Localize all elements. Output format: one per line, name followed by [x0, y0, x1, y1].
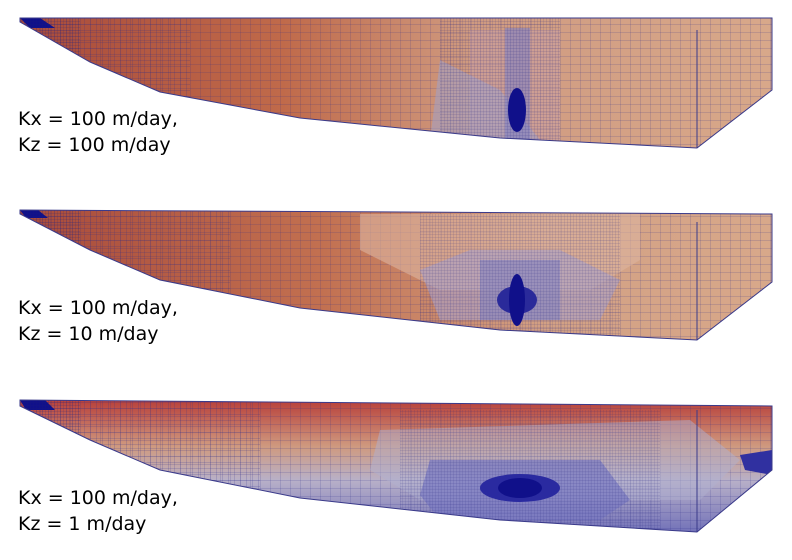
mesh-panel-1 — [19, 17, 773, 149]
panel-label-1: Kx = 100 m/day, Kz = 100 m/day — [18, 106, 178, 158]
panel-label-2-line2: Kz = 10 m/day — [18, 323, 159, 345]
panel-label-3: Kx = 100 m/day, Kz = 1 m/day — [18, 485, 178, 537]
mesh-panel-2 — [19, 209, 773, 341]
panel-label-1-line1: Kx = 100 m/day, — [18, 108, 178, 130]
panel-label-3-line1: Kx = 100 m/day, — [18, 487, 178, 509]
panel-label-2-line1: Kx = 100 m/day, — [18, 297, 178, 319]
panel-label-3-line2: Kz = 1 m/day — [18, 513, 147, 535]
panel-label-2: Kx = 100 m/day, Kz = 10 m/day — [18, 295, 178, 347]
panel-label-1-line2: Kz = 100 m/day — [18, 134, 171, 156]
